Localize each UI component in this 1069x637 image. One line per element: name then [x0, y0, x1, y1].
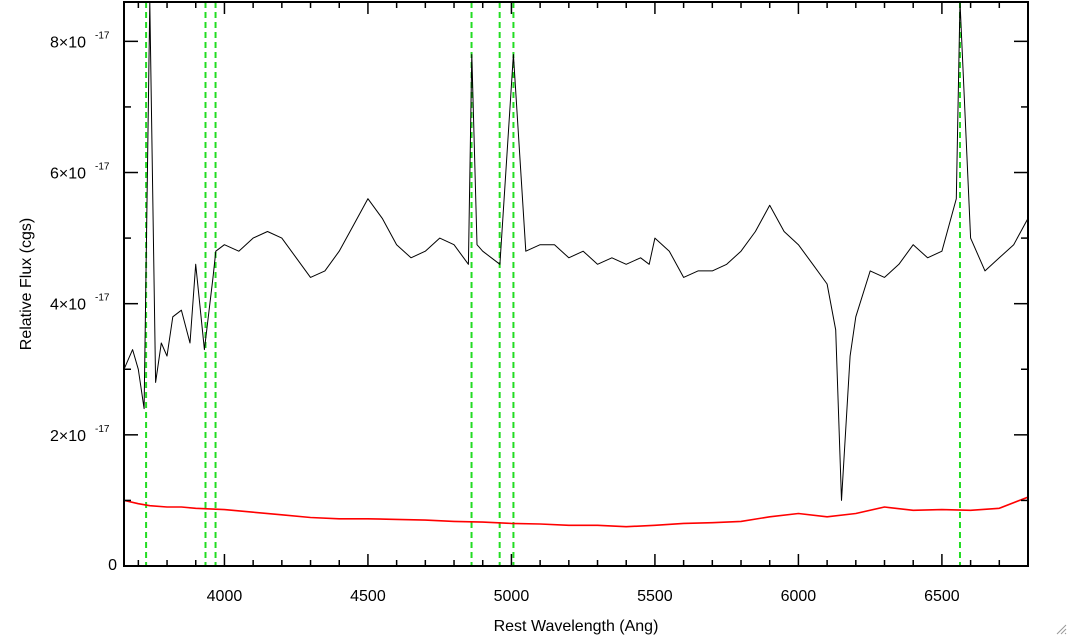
x-tick-label: 4000	[207, 588, 243, 605]
y-tick-label: 0	[108, 557, 117, 574]
x-tick-label: 5000	[494, 588, 530, 605]
y-tick-labels: 0 2×10 -17 4×10 -17 6×10 -17 8×10 -17	[50, 30, 117, 574]
y-tick-label: 4×10	[50, 297, 86, 314]
y-tick-label: 8×10	[50, 34, 86, 51]
series-layer	[123, 1, 1029, 528]
axis-ticks	[124, 2, 1029, 567]
y-tick-label: 6×10	[50, 166, 86, 183]
resize-grip-icon[interactable]	[1055, 623, 1067, 635]
x-tick-label: 6000	[781, 588, 817, 605]
x-tick-label: 5500	[637, 588, 673, 605]
plot-frame	[123, 1, 1029, 567]
x-tick-label: 6500	[924, 588, 960, 605]
y-tick-exponent: -17	[95, 293, 110, 304]
series-line-0	[123, 1, 1029, 501]
series-line-1	[123, 496, 1029, 528]
x-axis-label: Rest Wavelength (Ang)	[494, 618, 659, 635]
y-tick-exponent: -17	[95, 30, 110, 41]
y-axis-label: Relative Flux (cgs)	[18, 218, 35, 350]
x-tick-label: 4500	[350, 588, 386, 605]
reference-lines	[145, 2, 961, 566]
y-tick-exponent: -17	[95, 424, 110, 435]
y-tick-label: 2×10	[50, 428, 86, 445]
y-tick-exponent: -17	[95, 162, 110, 173]
x-tick-labels: 4000 4500 5000 5500 6000 6500	[207, 588, 960, 605]
